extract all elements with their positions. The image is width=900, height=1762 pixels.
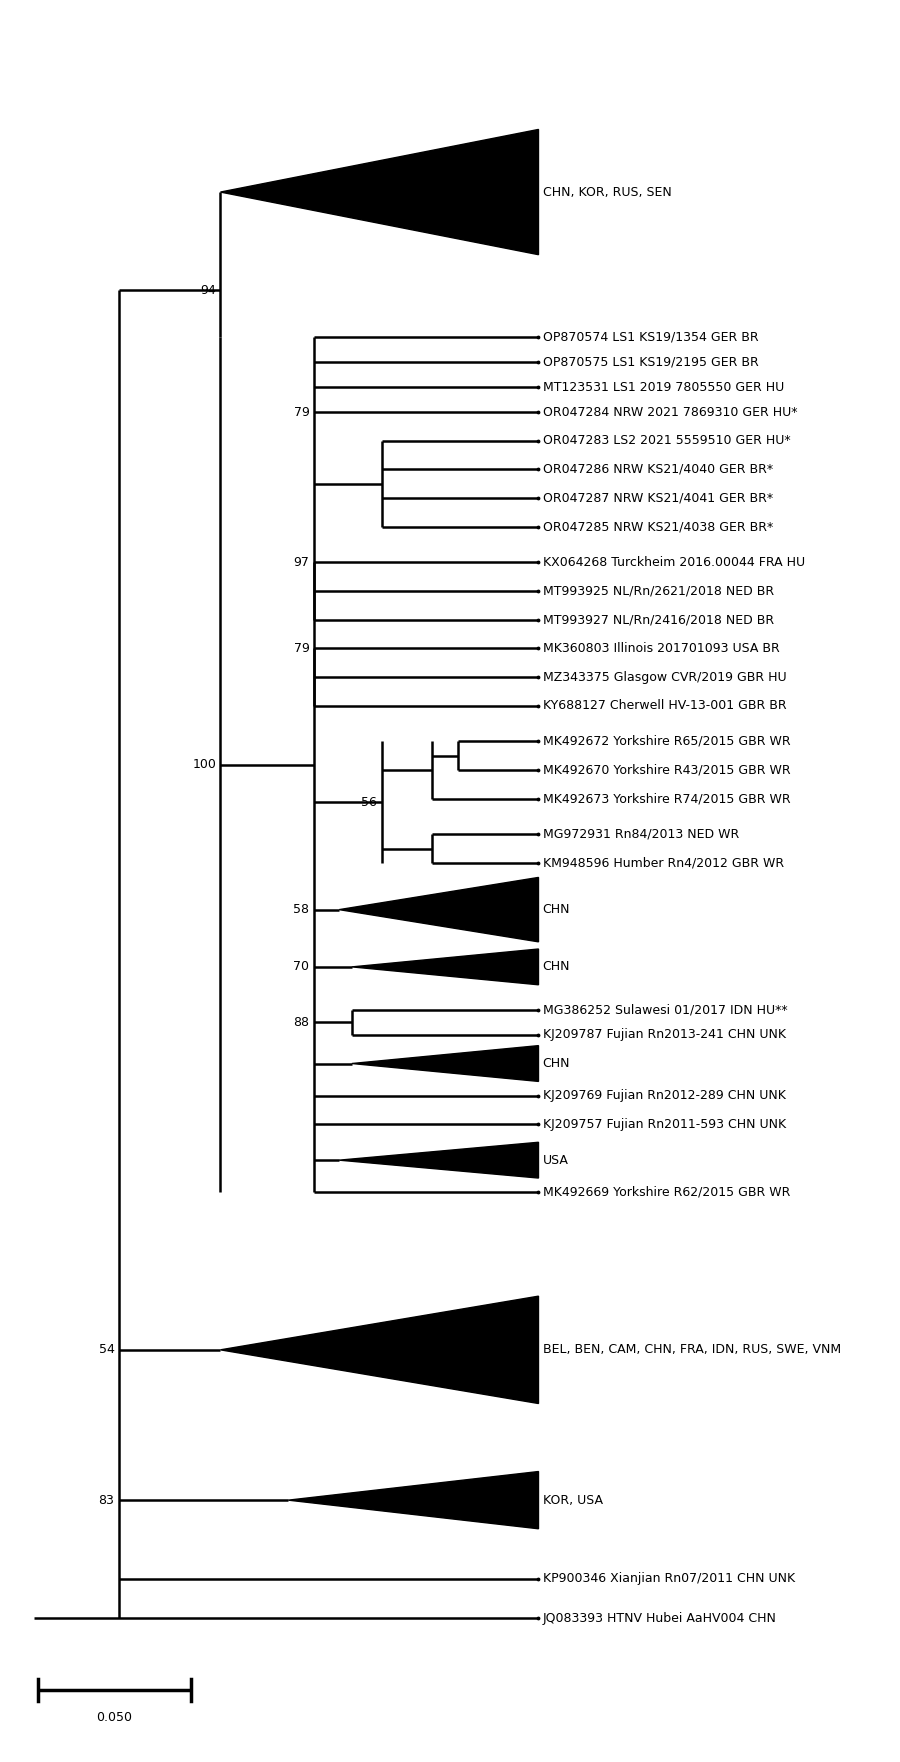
Text: CHN: CHN bbox=[543, 1057, 571, 1070]
Text: KOR, USA: KOR, USA bbox=[543, 1494, 603, 1507]
Text: 79: 79 bbox=[293, 641, 310, 655]
Text: MG386252 Sulawesi 01/2017 IDN HU**: MG386252 Sulawesi 01/2017 IDN HU** bbox=[543, 1003, 788, 1017]
Text: OR047287 NRW KS21/4041 GER BR*: OR047287 NRW KS21/4041 GER BR* bbox=[543, 492, 773, 504]
Text: JQ083393 HTNV Hubei AaHV004 CHN: JQ083393 HTNV Hubei AaHV004 CHN bbox=[543, 1612, 777, 1625]
Text: CHN: CHN bbox=[543, 960, 571, 973]
Text: MT993925 NL/Rn/2621/2018 NED BR: MT993925 NL/Rn/2621/2018 NED BR bbox=[543, 585, 774, 597]
Polygon shape bbox=[352, 1045, 538, 1082]
Text: 0.050: 0.050 bbox=[96, 1711, 132, 1725]
Text: OR047284 NRW 2021 7869310 GER HU*: OR047284 NRW 2021 7869310 GER HU* bbox=[543, 405, 797, 419]
Text: MK492670 Yorkshire R43/2015 GBR WR: MK492670 Yorkshire R43/2015 GBR WR bbox=[543, 763, 790, 777]
Text: 70: 70 bbox=[293, 960, 310, 973]
Text: KJ209769 Fujian Rn2012-289 CHN UNK: KJ209769 Fujian Rn2012-289 CHN UNK bbox=[543, 1089, 786, 1103]
Text: USA: USA bbox=[543, 1154, 569, 1166]
Text: CHN: CHN bbox=[543, 904, 571, 916]
Text: OR047285 NRW KS21/4038 GER BR*: OR047285 NRW KS21/4038 GER BR* bbox=[543, 520, 773, 534]
Text: KJ209787 Fujian Rn2013-241 CHN UNK: KJ209787 Fujian Rn2013-241 CHN UNK bbox=[543, 1029, 786, 1041]
Polygon shape bbox=[288, 1471, 538, 1529]
Text: 94: 94 bbox=[201, 284, 216, 298]
Text: 56: 56 bbox=[362, 796, 377, 809]
Text: 58: 58 bbox=[293, 904, 310, 916]
Text: BEL, BEN, CAM, CHN, FRA, IDN, RUS, SWE, VNM: BEL, BEN, CAM, CHN, FRA, IDN, RUS, SWE, … bbox=[543, 1343, 841, 1357]
Text: MK492672 Yorkshire R65/2015 GBR WR: MK492672 Yorkshire R65/2015 GBR WR bbox=[543, 735, 790, 747]
Text: KP900346 Xianjian Rn07/2011 CHN UNK: KP900346 Xianjian Rn07/2011 CHN UNK bbox=[543, 1572, 795, 1586]
Text: MK360803 Illinois 201701093 USA BR: MK360803 Illinois 201701093 USA BR bbox=[543, 641, 779, 655]
Polygon shape bbox=[339, 1142, 538, 1179]
Text: 100: 100 bbox=[193, 758, 216, 772]
Text: OR047286 NRW KS21/4040 GER BR*: OR047286 NRW KS21/4040 GER BR* bbox=[543, 463, 773, 476]
Polygon shape bbox=[352, 950, 538, 985]
Text: 54: 54 bbox=[98, 1343, 114, 1357]
Polygon shape bbox=[220, 1297, 538, 1404]
Text: OR047283 LS2 2021 5559510 GER HU*: OR047283 LS2 2021 5559510 GER HU* bbox=[543, 433, 790, 448]
Text: KY688127 Cherwell HV-13-001 GBR BR: KY688127 Cherwell HV-13-001 GBR BR bbox=[543, 700, 787, 712]
Text: MZ343375 Glasgow CVR/2019 GBR HU: MZ343375 Glasgow CVR/2019 GBR HU bbox=[543, 671, 787, 684]
Text: OP870574 LS1 KS19/1354 GER BR: OP870574 LS1 KS19/1354 GER BR bbox=[543, 331, 759, 344]
Text: KX064268 Turckheim 2016.00044 FRA HU: KX064268 Turckheim 2016.00044 FRA HU bbox=[543, 557, 805, 569]
Text: KJ209757 Fujian Rn2011-593 CHN UNK: KJ209757 Fujian Rn2011-593 CHN UNK bbox=[543, 1117, 786, 1131]
Text: KM948596 Humber Rn4/2012 GBR WR: KM948596 Humber Rn4/2012 GBR WR bbox=[543, 856, 784, 870]
Text: 88: 88 bbox=[293, 1017, 310, 1029]
Text: MT123531 LS1 2019 7805550 GER HU: MT123531 LS1 2019 7805550 GER HU bbox=[543, 381, 784, 393]
Polygon shape bbox=[220, 129, 538, 255]
Text: MK492669 Yorkshire R62/2015 GBR WR: MK492669 Yorkshire R62/2015 GBR WR bbox=[543, 1186, 790, 1198]
Text: OP870575 LS1 KS19/2195 GER BR: OP870575 LS1 KS19/2195 GER BR bbox=[543, 356, 759, 368]
Text: MT993927 NL/Rn/2416/2018 NED BR: MT993927 NL/Rn/2416/2018 NED BR bbox=[543, 613, 774, 626]
Text: MK492673 Yorkshire R74/2015 GBR WR: MK492673 Yorkshire R74/2015 GBR WR bbox=[543, 793, 790, 805]
Text: 83: 83 bbox=[98, 1494, 114, 1507]
Text: CHN, KOR, RUS, SEN: CHN, KOR, RUS, SEN bbox=[543, 185, 671, 199]
Text: 97: 97 bbox=[293, 557, 310, 569]
Polygon shape bbox=[339, 877, 538, 943]
Text: MG972931 Rn84/2013 NED WR: MG972931 Rn84/2013 NED WR bbox=[543, 828, 739, 840]
Text: 79: 79 bbox=[293, 405, 310, 419]
